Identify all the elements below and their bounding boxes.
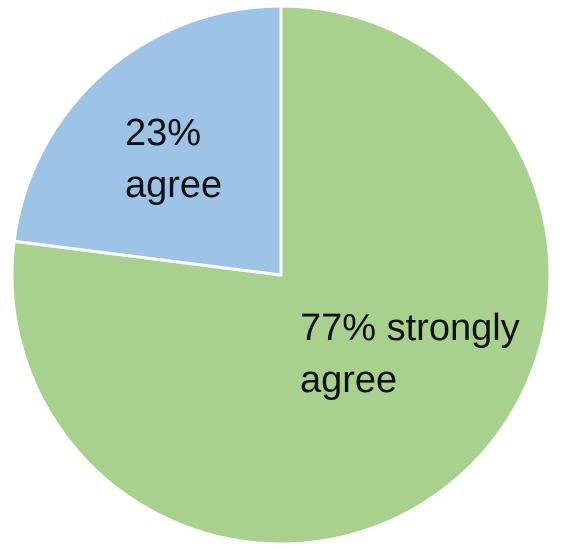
pie-labels: 77% strongly agree 23% agree (125, 112, 530, 401)
pie-slices (10, 4, 552, 546)
pie-slice-agree (12, 4, 283, 277)
label-agree: 23% agree (125, 112, 222, 206)
label-strongly-agree: 77% strongly agree (300, 307, 530, 401)
